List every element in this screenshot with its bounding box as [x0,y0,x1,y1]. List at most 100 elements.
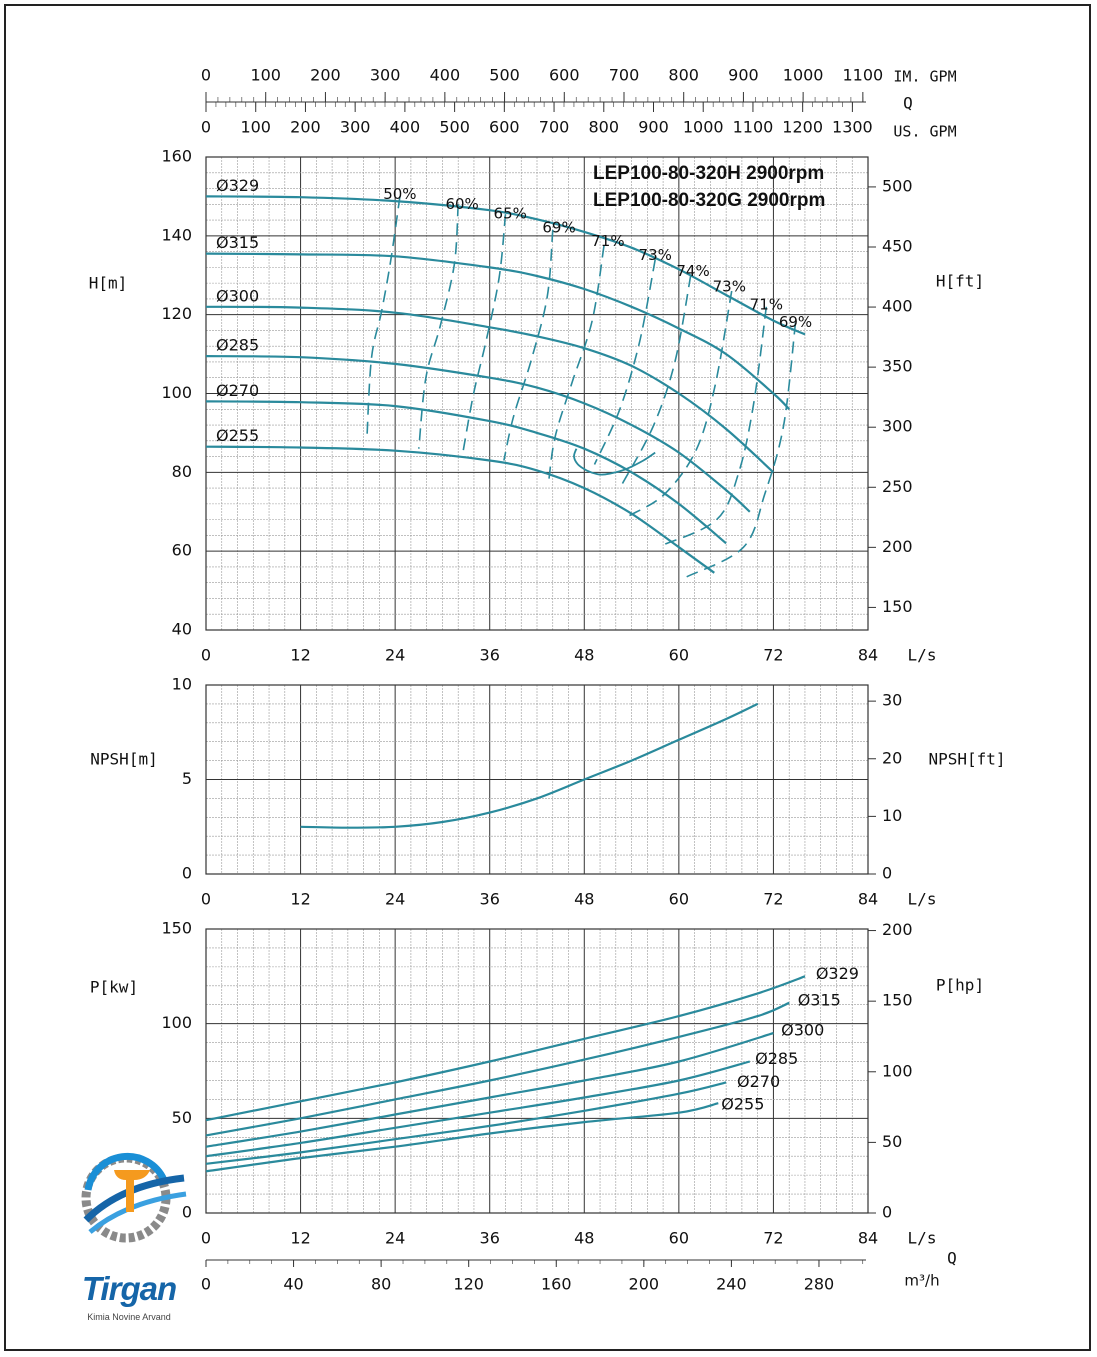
y-axis-label: NPSH[m] [90,750,157,769]
x-tick-label: 0 [201,890,211,909]
head-curve [205,445,715,574]
imp-gpm-tick-label: 800 [668,66,699,85]
y-tick-label: 50 [172,1108,192,1127]
imp-gpm-tick-label: 1100 [842,66,883,85]
us-gpm-tick-label: 1100 [733,118,774,137]
power-curve [205,1081,727,1165]
y-right-tick-label: 100 [882,1061,913,1080]
x-tick-label: 84 [858,1229,878,1248]
power-curve-label: Ø255 [721,1095,764,1114]
y-tick-label: 10 [172,675,192,694]
us-gpm-tick-label: 800 [589,118,620,137]
y-tick-label: 5 [182,769,192,788]
imp-gpm-tick-label: 600 [549,66,580,85]
y-right-tick-label: 200 [882,537,913,556]
peak-efficiency-loop [573,448,656,476]
head-curve [205,252,791,411]
imp-gpm-tick-label: 300 [370,66,401,85]
imp-gpm-tick-label: 900 [728,66,759,85]
x-tick-label: 48 [574,890,594,909]
y-right-tick-label: 250 [882,477,913,496]
m3h-tick-label: 0 [201,1275,211,1294]
efficiency-label: 74% [676,262,709,280]
x-tick-label: 60 [669,646,689,665]
logo-name: Tirgan [81,1270,177,1307]
y-right-tick-label: 150 [882,991,913,1010]
us-gpm-tick-label: 600 [489,118,520,137]
m3h-tick-label: 40 [283,1275,303,1294]
x-tick-label: 72 [763,646,783,665]
y-tick-label: 150 [161,919,192,938]
us-gpm-tick-label: 900 [638,118,669,137]
x-tick-label: 12 [290,646,310,665]
imp-gpm-tick-label: 1000 [783,66,824,85]
power-curve [205,1001,790,1137]
us-gpm-tick-label: 0 [201,118,211,137]
m3h-tick-label: 240 [716,1275,747,1294]
y-right-tick-label: 300 [882,417,913,436]
head-curve-label: Ø300 [216,286,259,305]
efficiency-label: 71% [750,295,783,313]
logo-subtitle: Kimia Novine Arvand [87,1312,171,1322]
y-right-tick-label: 400 [882,297,913,316]
us-gpm-tick-label: 100 [240,118,271,137]
y-tick-label: 100 [161,383,192,402]
efficiency-line [462,214,507,453]
y-tick-label: 140 [161,225,192,244]
y-tick-label: 0 [182,864,192,883]
head-curve-label: Ø315 [216,233,259,252]
x-tick-label: 84 [858,646,878,665]
y-right-tick-label: 50 [882,1132,902,1151]
us-gpm-tick-label: 700 [539,118,570,137]
power-curve [205,1060,751,1158]
x-tick-label: 24 [385,890,405,909]
flow-q-label-bottom: Q [947,1249,957,1268]
us-gpm-tick-label: 400 [390,118,421,137]
imp-gpm-tick-label: 200 [310,66,341,85]
x-tick-label: 60 [669,1229,689,1248]
head-curve [205,195,806,336]
head-curve [205,400,727,545]
x-tick-label: 48 [574,1229,594,1248]
y-right-axis-label: NPSH[ft] [928,750,1005,769]
flow-q-label: Q [903,94,913,113]
chart-title-line-2: LEP100-80-320G 2900rpm [593,190,825,211]
y-right-tick-label: 200 [882,920,913,939]
efficiency-label: 69% [542,218,575,236]
us-gpm-tick-label: 1000 [683,118,724,137]
m3h-tick-label: 160 [541,1275,572,1294]
us-gpm-tick-label: 1300 [832,118,873,137]
m3h-tick-label: 200 [629,1275,660,1294]
imp-gpm-tick-label: 0 [201,66,211,85]
efficiency-label: 73% [639,246,672,264]
efficiency-label: 71% [591,232,624,250]
imp-gpm-label: IM. GPM [893,68,956,86]
us-gpm-label: US. GPM [893,123,956,141]
m3h-tick-label: 80 [371,1275,391,1294]
y-right-tick-label: 10 [882,806,902,825]
y-tick-label: 100 [161,1013,192,1032]
plot-border [205,928,869,1214]
efficiency-label: 50% [383,185,416,203]
m3h-axis-label: m³/h [904,1272,939,1290]
x-axis-label: L/s [908,646,937,665]
y-right-tick-label: 350 [882,357,913,376]
tirgan-logo-icon [81,1152,187,1243]
us-gpm-tick-label: 200 [290,118,321,137]
y-right-tick-label: 0 [882,864,892,883]
y-right-axis-label: P[hp] [936,976,984,995]
x-tick-label: 24 [385,646,405,665]
head-curve [205,305,775,474]
x-tick-label: 24 [385,1229,405,1248]
head-curve-label: Ø270 [216,381,259,400]
power-curve-label: Ø300 [781,1021,824,1040]
x-tick-label: 60 [669,890,689,909]
x-tick-label: 72 [763,890,783,909]
head-curve [205,355,751,513]
chart-title-line-1: LEP100-80-320H 2900rpm [593,163,824,184]
power-curve-label: Ø315 [798,990,841,1009]
y-right-tick-label: 150 [882,597,913,616]
y-tick-label: 80 [172,462,192,481]
chart-frame [4,4,1091,1351]
m3h-tick-label: 120 [453,1275,484,1294]
